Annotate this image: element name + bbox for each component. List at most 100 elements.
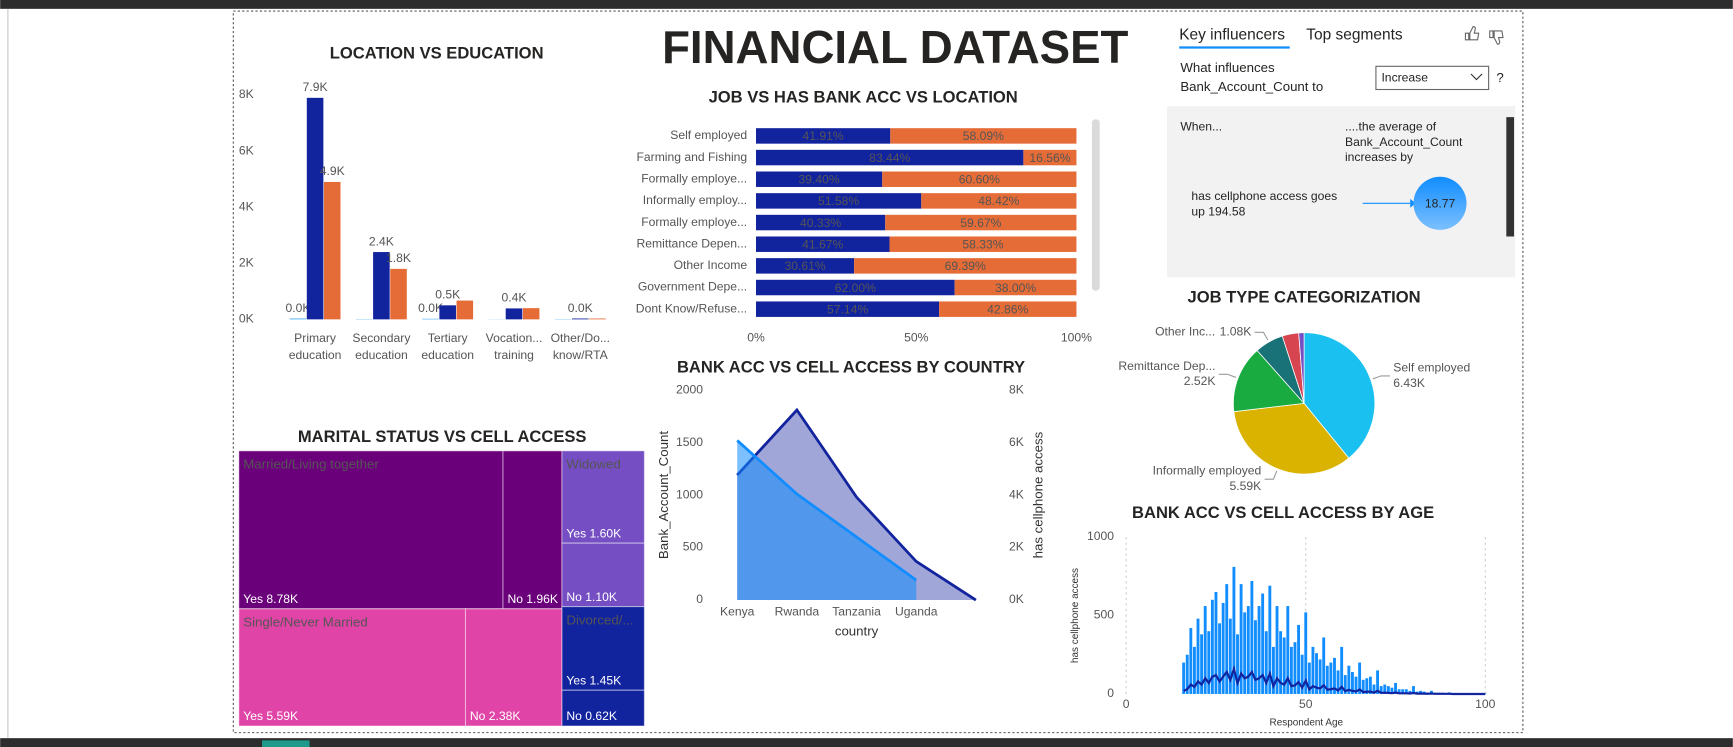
chart-title: JOB VS HAS BANK ACC VS LOCATION <box>709 88 1018 107</box>
bar <box>1333 657 1336 694</box>
tab[interactable]: Key influencers <box>1179 26 1285 43</box>
y-tick-label: Self employed <box>670 128 747 142</box>
thumbs-up[interactable] <box>1464 25 1480 41</box>
value-label: 0.0K <box>285 301 310 315</box>
bar <box>1225 584 1229 694</box>
bar <box>1351 671 1354 694</box>
bar <box>1203 606 1207 694</box>
y2-tick-label: 4K <box>1009 487 1024 501</box>
scrollbar[interactable] <box>1091 119 1100 291</box>
group-label: Widowed <box>566 457 621 472</box>
y2-axis-title: has cellphone access <box>1030 431 1045 558</box>
x-tick-label: 100% <box>1061 330 1092 344</box>
group-label: Single/Never Married <box>243 615 367 630</box>
key-influencers: Key influencers Top segments What influe… <box>1167 25 1516 278</box>
bar <box>1246 606 1250 694</box>
bar <box>1354 676 1358 694</box>
tile-value: 8.78K <box>266 592 298 606</box>
bar <box>1243 612 1247 694</box>
tile-value: 2.38K <box>489 709 521 723</box>
bar <box>1307 662 1311 694</box>
thumbs-down[interactable] <box>1489 30 1504 45</box>
treemap-tile <box>561 542 645 608</box>
result-header: increases by <box>1345 150 1414 164</box>
bar <box>1189 628 1193 694</box>
value-label: 41.67% <box>802 238 843 252</box>
bar-chart: 0K 2K 4K 6K 8K Primary education 0.0K 7.9K 4.9K Se… <box>239 80 610 362</box>
x-tick-label: 50 <box>1299 697 1313 711</box>
bar <box>1372 684 1376 694</box>
bar <box>1192 646 1196 694</box>
slice-label: Other Inc... 1.08K <box>1155 325 1251 339</box>
bottom-bar <box>0 738 1733 747</box>
y2-tick-label: 0K <box>1009 592 1024 606</box>
slice-name: Self employed <box>1393 360 1470 374</box>
bar <box>1347 665 1351 694</box>
result-header: ....the average of <box>1345 119 1437 133</box>
value-label: 2.4K <box>369 234 394 248</box>
value-label: 62.00% <box>835 281 876 295</box>
bar <box>1368 676 1372 694</box>
y-tick-label: 500 <box>683 540 704 554</box>
value-label: 83.44% <box>869 151 910 165</box>
group-label: Divorced/... <box>566 612 633 627</box>
bar <box>1293 642 1297 694</box>
slice-value: 6.43K <box>1393 376 1425 390</box>
scrollbar[interactable] <box>1506 117 1515 237</box>
bar <box>1325 665 1329 694</box>
bar <box>1322 637 1326 694</box>
bar <box>1397 689 1401 694</box>
bar-segment <box>755 128 891 144</box>
factor[interactable]: has cellphone access goes <box>1191 189 1337 203</box>
x-tick-label: Primary education <box>289 331 342 362</box>
bar <box>1329 662 1333 694</box>
bar <box>1239 584 1243 694</box>
value-label: 4.9K <box>320 164 345 178</box>
bar-segment <box>889 236 1077 252</box>
bar <box>1282 637 1286 694</box>
y-tick-label: 8K <box>239 87 254 101</box>
help[interactable]: ? <box>1496 70 1503 85</box>
x-tick-label: 0% <box>747 330 765 344</box>
slice-value: 5.59K <box>1230 479 1262 493</box>
bar-segment <box>755 301 940 317</box>
slice-value: 2.52K <box>1184 374 1216 388</box>
tab[interactable]: Top segments <box>1306 26 1403 43</box>
bar <box>1304 612 1308 694</box>
x-tick-label: 100 <box>1475 697 1496 711</box>
group-label: Married/Living together <box>243 457 379 472</box>
when-header: When... <box>1180 119 1222 133</box>
tile-value: 1.96K <box>526 592 558 606</box>
bar <box>1386 686 1390 694</box>
bar <box>1315 653 1318 694</box>
tile-name: No <box>507 592 523 606</box>
arrow-head <box>1410 198 1416 208</box>
area-chart: 0 500 1000 1500 2000 0K 2K 4K 6K 8K Kenya Rwanda Tan… <box>656 382 1046 638</box>
dropdown[interactable] <box>1375 65 1490 91</box>
bar <box>1412 686 1415 694</box>
y2-tick-label: 6K <box>1009 435 1024 449</box>
treemap-tile <box>238 608 467 727</box>
slice-name: Other Inc... <box>1155 325 1215 339</box>
bar <box>289 318 307 320</box>
y-tick-label: Informally employ... <box>643 193 747 207</box>
value-label: 42.86% <box>987 302 1028 316</box>
bar <box>1404 689 1408 694</box>
x-tick-label: Tanzania <box>832 604 881 618</box>
value-label: 58.09% <box>963 129 1004 143</box>
bar <box>1210 599 1214 694</box>
page-tab[interactable] <box>262 740 310 747</box>
bubble <box>1413 176 1467 230</box>
y-tick-label: 1000 <box>1087 529 1114 543</box>
y-tick-label: 6K <box>239 143 254 157</box>
bar <box>1232 566 1236 694</box>
bar-segment <box>755 258 855 274</box>
bar <box>1254 620 1257 694</box>
tile-value: 0.62K <box>585 709 617 723</box>
chart-title: BANK ACC VS CELL ACCESS BY AGE <box>1132 503 1434 522</box>
factor[interactable]: up 194.58 <box>1191 204 1245 218</box>
y-tick-label: Dont Know/Refuse... <box>636 301 747 315</box>
